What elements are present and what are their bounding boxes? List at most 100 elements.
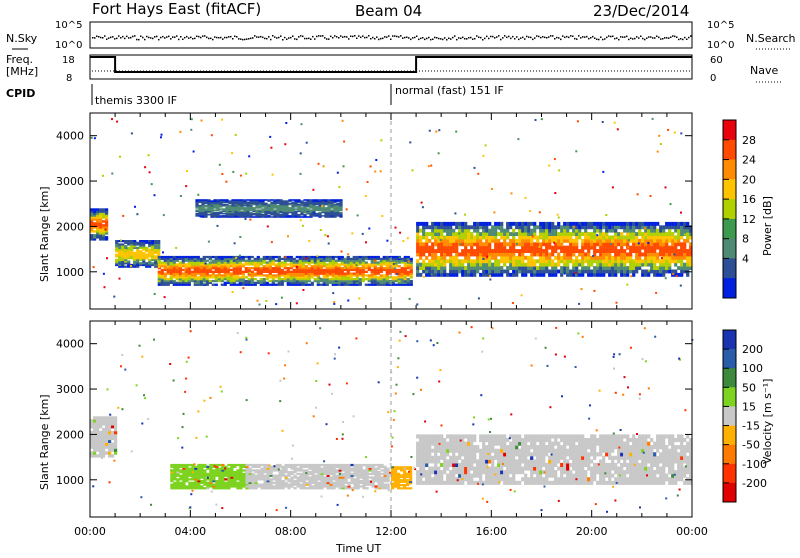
power-cell — [656, 266, 659, 270]
power-cell — [605, 222, 608, 226]
power-cell — [115, 254, 118, 256]
power-cell — [330, 199, 333, 201]
power-cell — [383, 267, 386, 269]
power-cell — [590, 222, 593, 226]
nsky-point — [536, 35, 538, 37]
power-cell — [102, 208, 105, 211]
power-cell — [596, 225, 599, 229]
power-cell — [461, 253, 464, 257]
velocity-cell — [315, 475, 318, 477]
power-cell — [300, 207, 303, 209]
power-cell — [635, 263, 638, 267]
power-cell — [321, 215, 324, 217]
velocity-cell — [102, 422, 105, 425]
power-cell — [115, 259, 118, 261]
velocity-cell — [179, 482, 182, 484]
power-point — [558, 217, 560, 219]
power-cell — [476, 266, 479, 270]
power-cell — [300, 216, 303, 218]
power-cell — [306, 199, 309, 201]
power-cell — [425, 273, 428, 277]
power-cell — [488, 232, 491, 236]
power-cell — [473, 270, 476, 274]
power-cell — [437, 246, 440, 250]
power-cell — [608, 266, 611, 270]
power-cell — [240, 211, 243, 213]
power-cell — [437, 232, 440, 236]
power-cell — [245, 280, 248, 282]
nsky-point — [664, 37, 666, 39]
power-cell — [563, 222, 566, 226]
power-point — [158, 266, 160, 268]
power-cell — [650, 222, 653, 226]
velocity-cell — [330, 476, 333, 478]
power-cell — [533, 246, 536, 250]
power-point — [438, 129, 440, 131]
power-cell — [545, 236, 548, 240]
power-cell — [512, 270, 515, 274]
power-cell — [425, 263, 428, 267]
power-cell — [267, 204, 270, 206]
nave-bottom-tick: 0 — [710, 73, 716, 84]
power-cell — [136, 242, 139, 244]
power-cell — [124, 240, 127, 242]
power-cell — [536, 266, 539, 270]
power-cell — [115, 240, 118, 242]
power-cell — [344, 273, 347, 275]
power-cell — [503, 263, 506, 267]
power-cell — [542, 232, 545, 236]
nsky-point — [670, 37, 672, 39]
power-cell — [605, 249, 608, 253]
power-cell — [641, 239, 644, 243]
power-cell — [644, 242, 647, 246]
power-cell — [602, 270, 605, 274]
power-cell — [644, 273, 647, 277]
power-cell — [263, 274, 266, 276]
power-cell — [261, 199, 264, 201]
power-point — [602, 171, 604, 173]
power-cell — [575, 256, 578, 260]
power-cell — [680, 263, 683, 267]
power-point — [318, 163, 320, 165]
power-cell — [551, 266, 554, 270]
power-cell — [635, 222, 638, 226]
power-cell — [506, 229, 509, 233]
nsky-point — [478, 37, 480, 39]
power-cell — [422, 266, 425, 270]
power-cell — [488, 242, 491, 246]
power-point — [586, 260, 588, 262]
power-point — [333, 301, 335, 303]
power-cell — [275, 260, 278, 262]
power-point — [661, 257, 663, 259]
power-cell — [458, 266, 461, 270]
power-cell — [464, 232, 467, 236]
power-point — [676, 275, 678, 277]
power-cell — [614, 225, 617, 229]
power-cell — [252, 216, 255, 218]
power-cell — [533, 249, 536, 253]
power-cell — [557, 239, 560, 243]
power-cell — [252, 199, 255, 201]
power-cell — [237, 199, 240, 201]
power-cell — [437, 249, 440, 253]
power-cell — [575, 239, 578, 243]
power-cell — [686, 259, 689, 263]
power-cell — [485, 270, 488, 274]
nsky-point — [590, 37, 592, 39]
power-cell — [509, 225, 512, 229]
power-cell — [671, 225, 674, 229]
power-cell — [587, 266, 590, 270]
power-cell — [191, 256, 194, 258]
power-cell — [617, 259, 620, 263]
power-cell — [533, 222, 536, 226]
power-cell — [422, 253, 425, 257]
nsky-point — [604, 38, 606, 40]
power-cell — [452, 239, 455, 243]
power-cell — [536, 225, 539, 229]
power-cell — [665, 246, 668, 250]
velocity-cell — [203, 464, 206, 466]
power-cell — [261, 214, 264, 216]
power-cell — [485, 266, 488, 270]
power-cell — [650, 242, 653, 246]
power-cell — [611, 222, 614, 226]
